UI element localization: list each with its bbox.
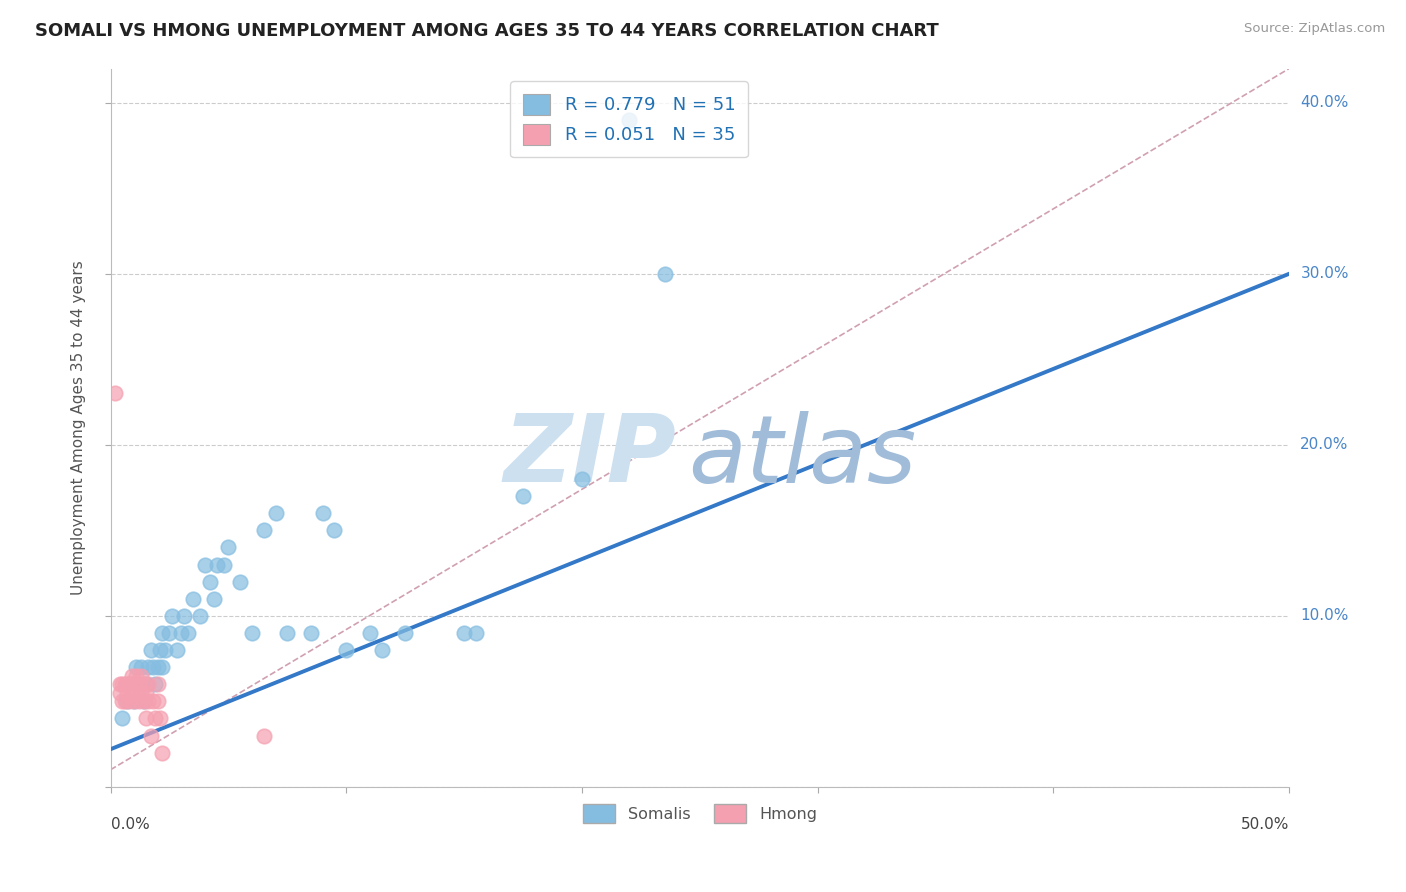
Point <box>128 677 150 691</box>
Point <box>122 694 145 708</box>
Point <box>276 626 298 640</box>
Text: ZIP: ZIP <box>503 410 676 502</box>
Point <box>111 677 134 691</box>
Point <box>118 677 141 691</box>
Point <box>188 608 211 623</box>
Point <box>115 694 138 708</box>
Text: Source: ZipAtlas.com: Source: ZipAtlas.com <box>1244 22 1385 36</box>
Point <box>129 686 152 700</box>
Point <box>152 746 174 760</box>
Point <box>108 686 131 700</box>
Point <box>312 506 335 520</box>
Point <box>152 660 174 674</box>
Text: 20.0%: 20.0% <box>1301 437 1348 452</box>
Point <box>654 267 676 281</box>
Point <box>240 626 263 640</box>
Point <box>132 694 155 708</box>
Point <box>512 489 534 503</box>
Text: 10.0%: 10.0% <box>1301 608 1348 624</box>
Point <box>129 660 152 674</box>
Point <box>121 668 143 682</box>
Point <box>118 677 141 691</box>
Point <box>125 686 148 700</box>
Text: 0.0%: 0.0% <box>111 817 149 832</box>
Text: 30.0%: 30.0% <box>1301 266 1348 281</box>
Legend: Somalis, Hmong: Somalis, Hmong <box>576 798 824 830</box>
Point <box>142 694 165 708</box>
Point <box>139 729 162 743</box>
Point <box>125 668 148 682</box>
Text: 40.0%: 40.0% <box>1301 95 1348 111</box>
Point <box>253 729 276 743</box>
Point <box>177 626 200 640</box>
Point <box>104 386 127 401</box>
Point <box>359 626 381 640</box>
Point <box>170 626 193 640</box>
Point <box>121 686 143 700</box>
Point <box>194 558 217 572</box>
Point <box>135 677 157 691</box>
Point <box>136 677 159 691</box>
Point <box>394 626 416 640</box>
Point <box>202 591 225 606</box>
Point <box>571 472 593 486</box>
Point <box>136 660 159 674</box>
Point <box>229 574 252 589</box>
Point <box>149 711 172 725</box>
Point <box>212 558 235 572</box>
Point <box>370 643 392 657</box>
Point <box>146 677 169 691</box>
Point <box>143 711 166 725</box>
Point <box>264 506 287 520</box>
Point <box>159 626 181 640</box>
Point <box>198 574 221 589</box>
Point <box>128 677 150 691</box>
Point <box>135 686 157 700</box>
Point <box>253 524 276 538</box>
Text: 50.0%: 50.0% <box>1241 817 1289 832</box>
Point <box>453 626 475 640</box>
Point <box>146 694 169 708</box>
Point <box>111 694 134 708</box>
Point <box>152 626 174 640</box>
Point <box>132 694 155 708</box>
Point <box>132 677 155 691</box>
Point <box>129 668 152 682</box>
Point <box>111 711 134 725</box>
Point <box>139 643 162 657</box>
Point <box>115 677 138 691</box>
Point <box>125 660 148 674</box>
Text: atlas: atlas <box>688 411 917 502</box>
Point <box>115 686 138 700</box>
Point <box>160 608 183 623</box>
Point <box>108 677 131 691</box>
Point <box>153 643 176 657</box>
Point <box>122 677 145 691</box>
Point <box>114 677 136 691</box>
Point <box>181 591 204 606</box>
Point <box>217 541 239 555</box>
Point <box>122 677 145 691</box>
Point <box>136 694 159 708</box>
Point <box>149 643 172 657</box>
Point <box>335 643 357 657</box>
Text: SOMALI VS HMONG UNEMPLOYMENT AMONG AGES 35 TO 44 YEARS CORRELATION CHART: SOMALI VS HMONG UNEMPLOYMENT AMONG AGES … <box>35 22 939 40</box>
Point <box>128 694 150 708</box>
Point <box>135 711 157 725</box>
Point <box>122 694 145 708</box>
Point <box>166 643 188 657</box>
Point <box>465 626 488 640</box>
Point <box>118 694 141 708</box>
Point <box>299 626 322 640</box>
Point <box>173 608 195 623</box>
Point <box>142 660 165 674</box>
Point <box>146 660 169 674</box>
Point <box>617 112 640 127</box>
Point <box>143 677 166 691</box>
Point <box>205 558 228 572</box>
Point <box>323 524 346 538</box>
Point <box>114 694 136 708</box>
Y-axis label: Unemployment Among Ages 35 to 44 years: Unemployment Among Ages 35 to 44 years <box>72 260 86 595</box>
